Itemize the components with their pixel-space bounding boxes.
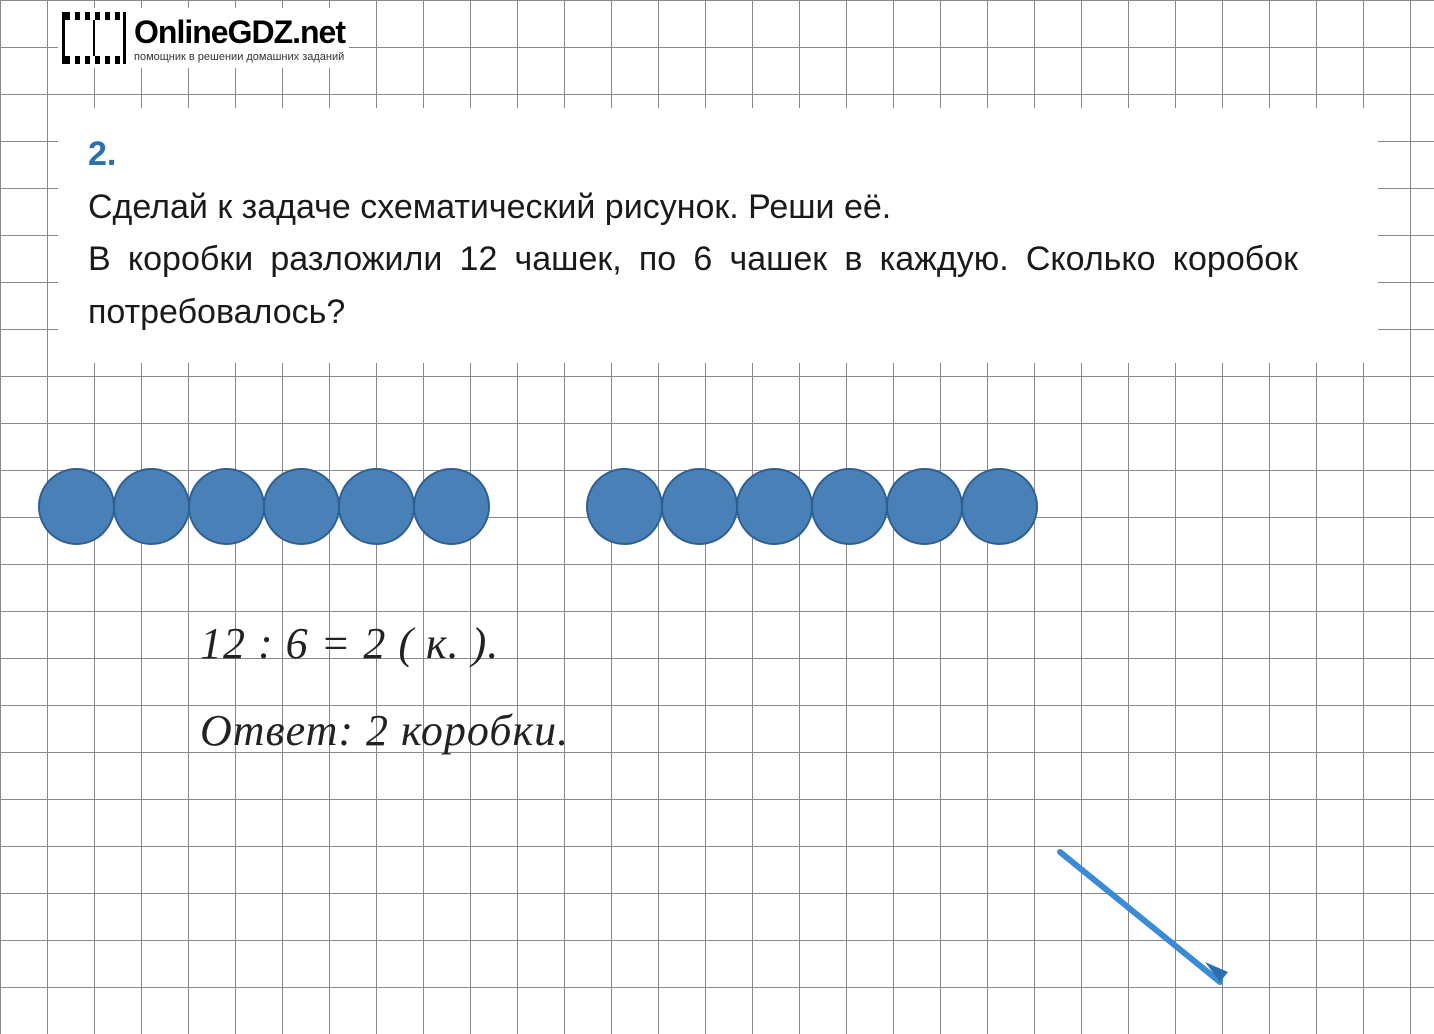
solution-answer: Ответ: 2 коробки.: [200, 705, 569, 756]
cup-circle: [263, 468, 340, 545]
site-logo: OnlineGDZ.net помощник в решении домашни…: [58, 8, 349, 68]
cup-circle: [338, 468, 415, 545]
pointer-stick-icon: [1050, 842, 1250, 1002]
solution-equation: 12 : 6 = 2 ( к. ).: [200, 618, 499, 669]
cup-circle: [961, 468, 1038, 545]
cup-circle: [586, 468, 663, 545]
schematic-diagram: [38, 468, 1036, 545]
problem-line2: В коробки разложили 12 чашек, по 6 чашек…: [88, 233, 1298, 338]
logo-subtitle: помощник в решении домашних заданий: [134, 51, 345, 63]
logo-title: OnlineGDZ.net: [134, 14, 345, 51]
problem-statement: 2. Сделай к задаче схематический рисунок…: [58, 108, 1378, 363]
problem-line1: Сделай к задаче схематический рисунок. Р…: [88, 181, 1298, 234]
cup-circle: [886, 468, 963, 545]
problem-number: 2.: [88, 128, 130, 181]
cup-circle: [113, 468, 190, 545]
book-film-icon: [62, 12, 126, 64]
cup-circle: [661, 468, 738, 545]
cup-circle: [38, 468, 115, 545]
cup-circle: [811, 468, 888, 545]
cup-circle: [736, 468, 813, 545]
circle-group-2: [586, 468, 1036, 545]
circle-group-1: [38, 468, 488, 545]
cup-circle: [188, 468, 265, 545]
cup-circle: [413, 468, 490, 545]
